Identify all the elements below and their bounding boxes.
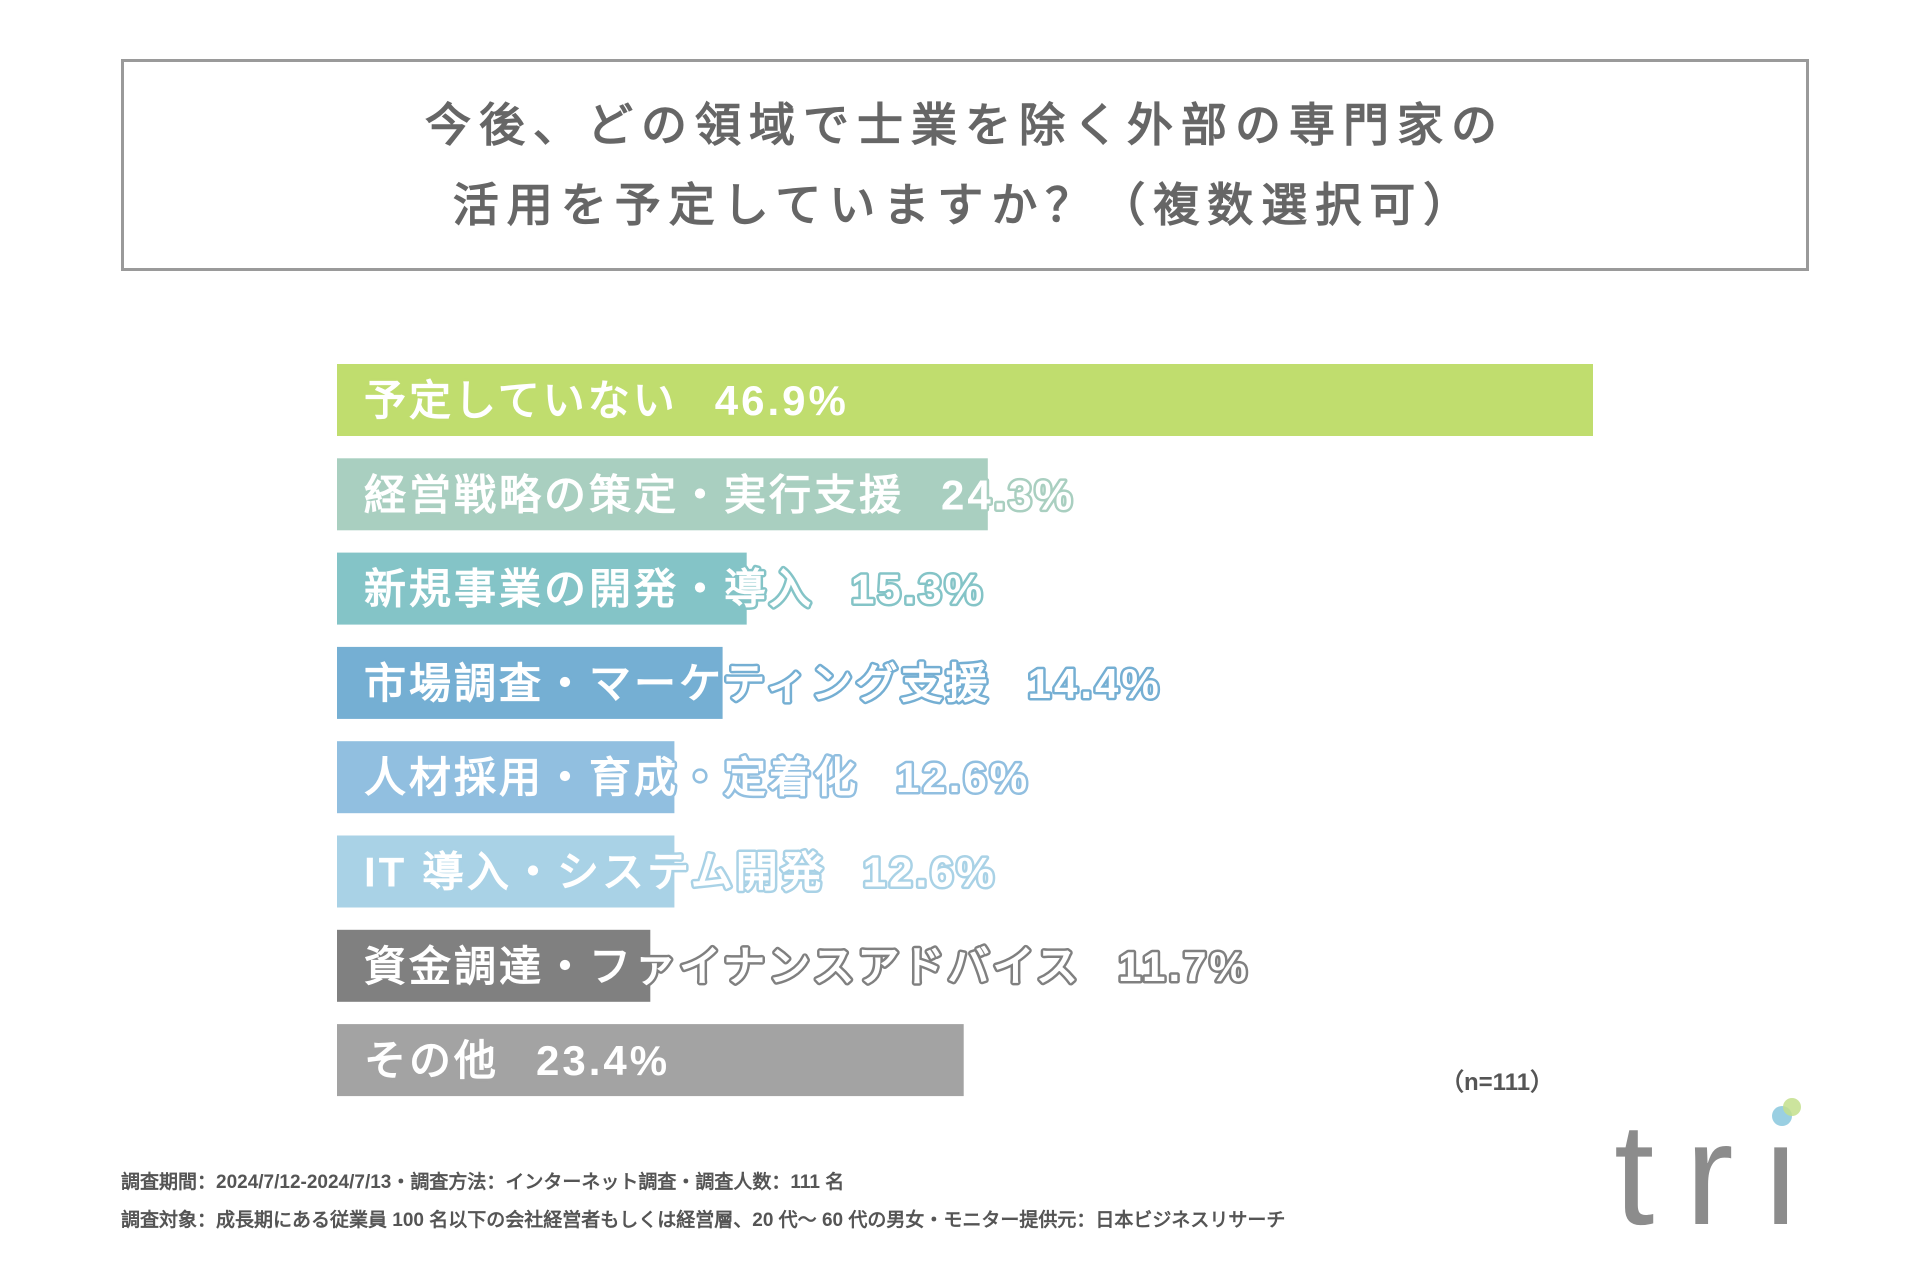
bar-value-label: 23.4% <box>536 1037 670 1084</box>
bar-label: 資金調達・ファイナンスアドバイス 11.7% <box>364 942 1250 989</box>
bar-value-label: 12.6% <box>863 848 997 895</box>
chart-title-line-2: 活用を予定していますか？（複数選択可） <box>452 179 1478 231</box>
title-box: 今後、どの領域で士業を除く外部の専門家の 活用を予定していますか？（複数選択可） <box>121 59 1809 271</box>
bar-row: 予定していない 46.9% <box>337 364 1593 436</box>
bar-row: 市場調査・マーケティング支援 14.4% <box>337 646 1162 719</box>
survey-target-note: 調査対象：成長期にある従業員 100 名以下の会社経営者もしくは経営層、20 代… <box>121 1210 1286 1231</box>
logo-dot-green-icon <box>1783 1098 1801 1116</box>
bar-label: 人材採用・育成・定着化 12.6% <box>364 754 1030 801</box>
bar-row: IT 導入・システム開発 12.6% <box>337 835 997 908</box>
bar-category-label: 新規事業の開発・導入 <box>364 565 814 612</box>
bar <box>337 1024 964 1097</box>
bar-value-label: 15.3% <box>851 565 985 612</box>
bar-category-label: 資金調達・ファイナンスアドバイス <box>364 942 1081 989</box>
bar <box>337 835 675 908</box>
sample-size-label: （n=111） <box>1440 1069 1555 1096</box>
bar-category-label: IT 導入・システム開発 <box>364 848 826 895</box>
bar-row: 人材採用・育成・定着化 12.6% <box>337 741 1030 814</box>
bar-row: 経営戦略の策定・実行支援 24.3% <box>337 458 1075 531</box>
bar <box>337 929 651 1002</box>
bar-label: 新規事業の開発・導入 15.3% <box>364 565 985 612</box>
bar-value-label: 11.7% <box>1118 942 1250 989</box>
bar-chart: 予定していない 46.9% 経営戦略の策定・実行支援 24.3% 新規事業の開発・導入 1… <box>337 364 1593 1097</box>
bar-value-label: 24.3% <box>941 471 1075 518</box>
bar <box>337 646 723 719</box>
bar <box>337 364 1593 436</box>
bar-category-label: その他 <box>364 1037 499 1084</box>
bar-category-label: 経営戦略の策定・実行支援 <box>364 471 904 518</box>
logo-wordmark: tri <box>1614 1093 1828 1250</box>
bar-row: 資金調達・ファイナンスアドバイス 11.7% <box>337 929 1250 1002</box>
bar-row: 新規事業の開発・導入 15.3% <box>337 552 985 625</box>
bar-value-label: 14.4% <box>1028 659 1162 706</box>
survey-footer: 調査期間：2024/7/12-2024/7/13・調査方法：インターネット調査・… <box>121 1164 1541 1240</box>
bar-category-label: 予定していない <box>364 377 678 424</box>
bar-label: 経営戦略の策定・実行支援 24.3% <box>364 471 1075 518</box>
bar-value-label: 46.9% <box>715 377 849 424</box>
chart-title-line-1: 今後、どの領域で士業を除く外部の専門家の <box>425 99 1505 151</box>
bar-category-label: 市場調査・マーケティング支援 <box>364 659 991 706</box>
bar-label: 予定していない 46.9% <box>364 377 849 424</box>
bar-value-label: 12.6% <box>896 754 1030 801</box>
bar-row: その他 23.4% <box>337 1024 964 1097</box>
survey-period-note: 調査期間：2024/7/12-2024/7/13・調査方法：インターネット調査・… <box>121 1172 845 1193</box>
bar-label: その他 23.4% <box>364 1037 670 1084</box>
bar <box>337 552 747 625</box>
bar-category-label: 人材採用・育成・定着化 <box>364 754 859 801</box>
bar-label: 市場調査・マーケティング支援 14.4% <box>364 659 1162 706</box>
bar-label: IT 導入・システム開発 12.6% <box>364 848 997 895</box>
bar <box>337 458 988 531</box>
bar <box>337 741 675 814</box>
tri-logo: tri <box>1614 1093 1828 1250</box>
